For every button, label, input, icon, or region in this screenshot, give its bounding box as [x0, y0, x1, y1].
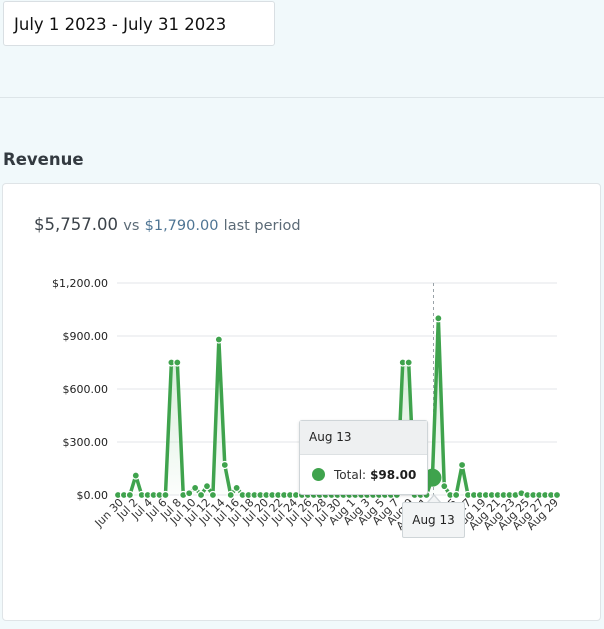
data-point — [226, 490, 235, 500]
tooltip-date: Aug 13 — [300, 421, 427, 455]
data-point — [232, 483, 241, 493]
section-title: Revenue — [3, 150, 84, 169]
data-point — [131, 471, 140, 480]
comparison-vs: vs — [123, 218, 140, 234]
data-point — [404, 358, 413, 367]
chart-tooltip: Aug 13 Total: $98.00 — [299, 420, 428, 495]
data-point — [202, 482, 212, 491]
data-point — [220, 460, 229, 470]
data-point — [208, 490, 218, 500]
previous-revenue: $1,790.00 — [144, 218, 219, 234]
section-divider — [0, 97, 604, 98]
data-point — [214, 335, 223, 344]
y-tick-label: $300.00 — [63, 436, 109, 449]
revenue-summary: $5,757.00 vs $1,790.00 last period — [34, 215, 301, 234]
total-revenue: $5,757.00 — [34, 215, 118, 234]
data-point — [457, 460, 467, 470]
y-tick-label: $900.00 — [63, 330, 109, 343]
data-point — [452, 490, 461, 500]
data-point — [173, 358, 182, 367]
data-point — [440, 482, 449, 491]
data-point — [552, 490, 562, 500]
data-point — [125, 490, 134, 500]
axis-tooltip-arrow-inner — [428, 496, 440, 503]
comparison-suffix: last period — [223, 218, 301, 234]
series-dot-icon — [312, 468, 325, 481]
data-point — [196, 490, 206, 500]
y-tick-label: $0.00 — [77, 489, 109, 502]
data-point — [191, 483, 200, 493]
y-tick-label: $1,200.00 — [52, 277, 108, 290]
y-tick-label: $600.00 — [63, 383, 109, 396]
tooltip-label: Total: — [334, 468, 367, 482]
data-point — [161, 490, 170, 500]
tooltip-row: Total: $98.00 — [300, 455, 427, 495]
data-point — [434, 314, 443, 323]
revenue-card — [2, 183, 601, 621]
data-point — [185, 489, 194, 498]
tooltip-value: $98.00 — [370, 468, 417, 482]
axis-tooltip: Aug 13 — [402, 502, 465, 538]
date-range-picker[interactable]: July 1 2023 - July 31 2023 — [3, 1, 275, 46]
